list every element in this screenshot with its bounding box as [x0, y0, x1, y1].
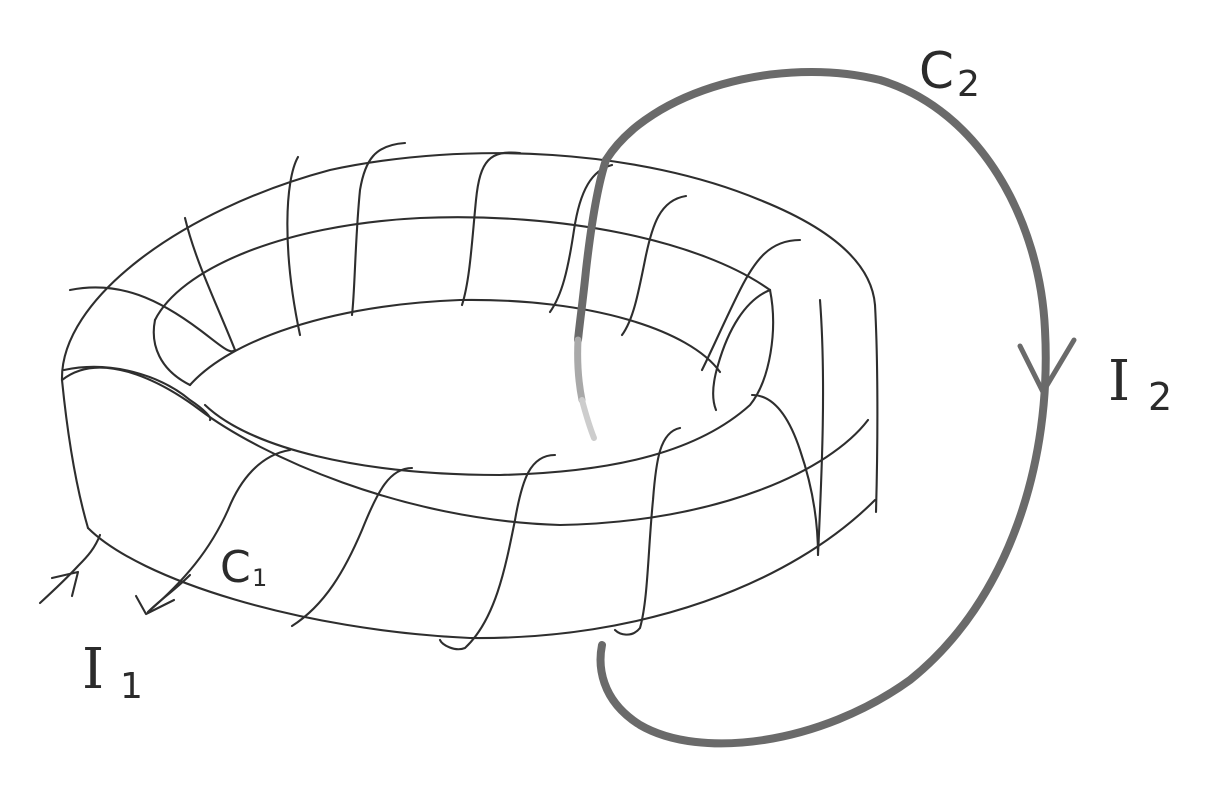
- label-c1-subscript: 1: [252, 564, 267, 592]
- label-c2: C: [919, 42, 954, 100]
- loop-c2: [574, 67, 1077, 748]
- toroid-outer-rim: [60, 152, 877, 382]
- loop-c2-behind: [574, 336, 586, 404]
- i1-lead-in: [38, 533, 102, 605]
- i1-arrow-head-icon: [134, 594, 176, 616]
- winding-turn: [700, 238, 802, 372]
- winding-turn: [613, 426, 682, 636]
- winding-turn: [350, 141, 407, 317]
- label-i2-subscript: 2: [1148, 375, 1172, 419]
- label-c2-subscript: 2: [957, 64, 980, 105]
- loop-c2-through-hole[interactable]: [574, 156, 610, 344]
- winding-turn: [712, 288, 772, 412]
- labels: C 2 I 2 C 1 I 1: [82, 42, 1172, 707]
- winding-turn: [620, 194, 688, 337]
- toroid-inner-rim-right: [203, 288, 775, 477]
- label-i1-subscript: 1: [120, 666, 143, 707]
- toroid-right-wall: [873, 303, 879, 514]
- label-i2: I: [1108, 349, 1130, 414]
- i1-lead-out: [146, 573, 192, 614]
- winding-turn: [286, 155, 302, 337]
- winding-turn: [290, 466, 414, 628]
- winding-turn: [62, 365, 212, 422]
- winding-turn: [548, 163, 614, 314]
- winding-turn: [750, 393, 820, 557]
- label-c1: C: [220, 542, 251, 593]
- winding-front-turns: [146, 393, 820, 651]
- loop-c2-faded: [579, 397, 597, 441]
- current-i1-leads: [38, 533, 192, 616]
- label-i1: I: [82, 637, 104, 702]
- winding-back-turns: [62, 141, 802, 422]
- i1-lead-in-arrow-icon: [50, 570, 80, 598]
- loop-c2-outer[interactable]: [596, 67, 1050, 748]
- toroid-outer-bottom: [86, 498, 877, 640]
- i2-arrow-head-icon: [1017, 337, 1077, 395]
- winding-turn: [438, 453, 557, 651]
- toroid-right-inner-wall: [816, 298, 825, 557]
- toroid-front-edge: [60, 366, 870, 527]
- toroid-left-wall: [60, 378, 90, 530]
- winding-turn: [146, 448, 292, 614]
- winding-turn: [68, 286, 237, 353]
- toroid-hole-top: [188, 298, 722, 387]
- winding-turn: [183, 216, 237, 352]
- winding-turn: [460, 151, 522, 307]
- toroid-inner-left: [152, 318, 192, 387]
